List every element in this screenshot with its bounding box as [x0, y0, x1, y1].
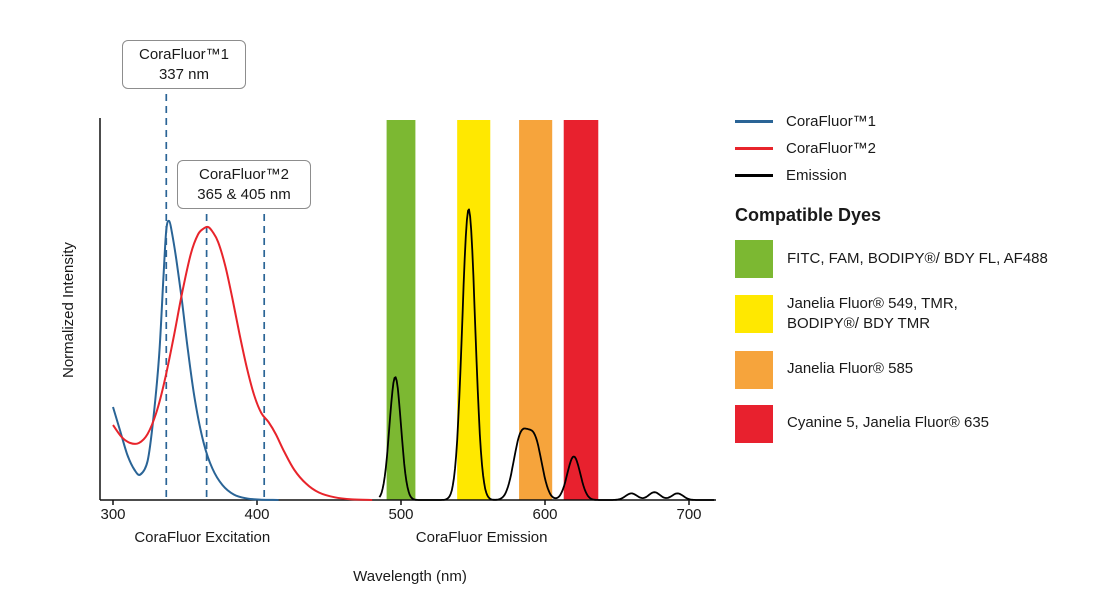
- curve-corafluor2: [112, 225, 373, 501]
- y-axis-label: Normalized Intensity: [60, 242, 77, 378]
- dye-label: Janelia Fluor® 549, TMR, BODIPY®/ BDY TM…: [787, 295, 958, 333]
- dye-color-swatch: [735, 404, 773, 443]
- annotation-corafluor2-value: 365 & 405 nm: [197, 185, 291, 203]
- legend-line-sample: [735, 120, 773, 123]
- curve-corafluor1: [112, 219, 279, 501]
- legend-series-label: CoraFluor™1: [786, 113, 877, 130]
- annotation-corafluor1-value: 337 nm: [158, 65, 210, 83]
- legend-series-label: CoraFluor™2: [786, 140, 877, 157]
- dye-row: Janelia Fluor® 585: [735, 350, 1107, 389]
- compatible-dyes-list: FITC, FAM, BODIPY®/ BDY FL, AF488 Janelia…: [735, 240, 1107, 443]
- curve-emission: [378, 208, 715, 501]
- legend-series-label: Emission: [786, 167, 847, 184]
- region-label-1: CoraFluor Excitation: [134, 529, 271, 546]
- x-tick-label-400: 400: [244, 506, 270, 523]
- dye-label: Cyanine 5, Janelia Fluor® 635: [787, 414, 990, 432]
- legend-series-row: CoraFluor™2: [735, 135, 1107, 162]
- filter-band-3: [519, 120, 553, 500]
- dye-row: FITC, FAM, BODIPY®/ BDY FL, AF488: [735, 240, 1107, 278]
- dye-label: FITC, FAM, BODIPY®/ BDY FL, AF488: [787, 249, 1048, 267]
- filter-band-4: [563, 120, 599, 500]
- x-tick-label-600: 600: [532, 506, 558, 523]
- region-label-2: CoraFluor Emission: [415, 529, 548, 546]
- x-tick-label-300: 300: [100, 506, 126, 523]
- dye-label: Janelia Fluor® 585: [787, 360, 914, 378]
- legend-line-sample: [735, 174, 773, 177]
- annotation-corafluor2-title: CoraFluor™2: [198, 166, 290, 183]
- dye-row: Janelia Fluor® 549, TMR, BODIPY®/ BDY TM…: [735, 294, 1107, 335]
- x-tick-label-500: 500: [388, 506, 414, 523]
- dye-row: Cyanine 5, Janelia Fluor® 635: [735, 404, 1107, 443]
- x-tick-label-700: 700: [676, 506, 702, 523]
- dye-color-swatch: [735, 295, 773, 334]
- dye-color-swatch: [735, 240, 773, 278]
- compatible-dyes-heading: Compatible Dyes: [735, 205, 882, 225]
- dye-color-swatch: [735, 350, 773, 389]
- annotation-corafluor2: CoraFluor™2 365 & 405 nm: [177, 160, 311, 209]
- legend-series-row: Emission: [735, 162, 1107, 189]
- legend-line-sample: [735, 147, 773, 150]
- x-axis-label: Wavelength (nm): [353, 568, 467, 585]
- annotation-corafluor1: CoraFluor™1 337 nm: [122, 40, 246, 89]
- filter-band-1: [386, 120, 416, 500]
- legend-series-row: CoraFluor™1: [735, 108, 1107, 135]
- legend-series-list: CoraFluor™1 CoraFluor™2 Emission: [735, 108, 1107, 189]
- legend-panel: CoraFluor™1 CoraFluor™2 Emission Compatibl…: [735, 108, 1107, 459]
- annotation-corafluor1-title: CoraFluor™1: [138, 46, 230, 63]
